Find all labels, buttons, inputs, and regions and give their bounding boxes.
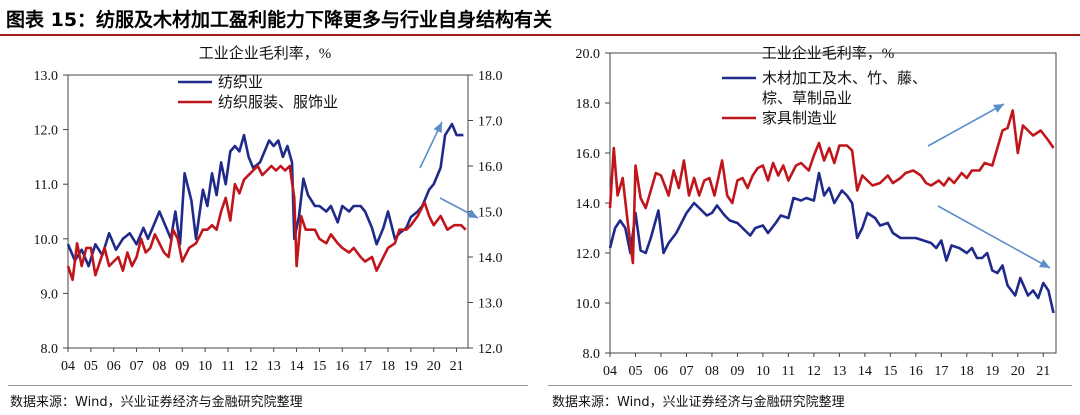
x-tick-label: 19 [404,359,418,374]
series-line-1 [608,171,1055,314]
y-left-tick-label: 11.0 [34,178,58,193]
source-rule-left [8,385,528,386]
x-tick-label: 21 [1036,364,1050,379]
y-right-tick-label: 15.0 [478,206,503,221]
legend-label-1-line-1: 木材加工及木、竹、藤、 [762,70,927,87]
y-left-tick-label: 12.0 [576,247,601,262]
y-left-tick-label: 14.0 [576,197,601,212]
source-note-right: 数据来源：Wind，兴业证券经济与金融研究院整理 [552,395,845,410]
series-line-2 [66,164,467,282]
y-left-tick-label: 10.0 [34,233,59,248]
figure-title: 图表 15：纺服及木材加工盈利能力下降更多与行业自身结构有关 [6,9,553,31]
y-left-tick-label: 8.0 [583,347,601,362]
legend-label-1-line-2: 棕、草制品业 [762,90,852,107]
trend-arrow-2-shaft [937,205,1051,269]
x-tick-label: 20 [1011,364,1025,379]
y-left-tick-label: 10.0 [576,297,601,312]
y-right-tick-label: 18.0 [478,69,503,84]
legend-label-2: 纺织服装、服饰业 [218,94,338,111]
x-tick-label: 06 [107,359,121,374]
y-left-tick-label: 16.0 [576,147,601,162]
x-tick-label: 05 [628,364,642,379]
x-tick-label: 16 [335,359,349,374]
y-right-tick-label: 17.0 [478,115,503,130]
x-tick-label: 04 [61,359,75,374]
y-left-tick-label: 12.0 [34,124,59,139]
y-right-tick-label: 14.0 [478,251,503,266]
x-tick-label: 11 [782,364,795,379]
x-tick-label: 14 [290,359,304,374]
x-tick-label: 08 [152,359,166,374]
series-line-1 [66,122,464,268]
x-tick-label: 12 [244,359,258,374]
chart-title: 工业企业毛利率，% [199,44,332,62]
x-tick-label: 21 [450,359,464,374]
x-tick-label: 04 [603,364,617,379]
x-tick-label: 17 [934,364,948,379]
x-tick-label: 14 [858,364,872,379]
x-tick-label: 07 [130,359,144,374]
x-tick-label: 13 [832,364,846,379]
series-line-2 [608,109,1055,265]
x-tick-label: 16 [909,364,923,379]
y-left-tick-label: 20.0 [576,47,601,62]
y-right-tick-label: 13.0 [478,297,503,312]
title-rule [0,34,1080,36]
chart-left: 工业企业毛利率，% 8.0 9.0 10.0 11.0 12.0 13.0 12.0 13.0 1… [34,44,503,374]
x-tick-label: 17 [358,359,372,374]
x-tick-label: 15 [883,364,897,379]
source-rule-right [548,385,1072,386]
x-tick-label: 10 [756,364,770,379]
x-tick-label: 13 [267,359,281,374]
y-right-tick-label: 16.0 [478,160,503,175]
y-left-tick-label: 9.0 [41,287,59,302]
x-tick-label: 18 [960,364,974,379]
trend-arrow-1-shaft [927,103,1005,147]
trend-arrow-1-head [433,122,442,133]
x-tick-label: 06 [654,364,668,379]
x-tick-label: 20 [427,359,441,374]
x-tick-label: 10 [198,359,212,374]
y-left-tick-label: 13.0 [34,69,59,84]
trend-arrow-2-head [467,209,478,218]
trend-arrow-2-head [1039,259,1050,268]
x-tick-label: 07 [679,364,693,379]
y-right-tick-label: 12.0 [478,342,503,357]
chart-title: 工业企业毛利率，% [762,44,895,62]
x-tick-label: 11 [221,359,234,374]
y-left-tick-label: 8.0 [41,342,59,357]
x-tick-label: 09 [730,364,744,379]
trend-arrow-1-head [993,104,1004,113]
x-tick-label: 12 [807,364,821,379]
y-left-tick-label: 18.0 [576,97,601,112]
x-tick-label: 19 [985,364,999,379]
legend-label-2: 家具制造业 [762,110,837,127]
x-tick-label: 05 [84,359,98,374]
x-tick-label: 08 [705,364,719,379]
x-tick-label: 15 [312,359,326,374]
x-tick-label: 18 [381,359,395,374]
source-note-left: 数据来源：Wind，兴业证券经济与金融研究院整理 [10,395,303,410]
x-tick-label: 09 [175,359,189,374]
legend-label-1: 纺织业 [218,74,263,91]
chart-right: 工业企业毛利率，% 8.0 10.0 12.0 14.0 16.0 18.0 20.0 04 05… [576,44,1057,379]
